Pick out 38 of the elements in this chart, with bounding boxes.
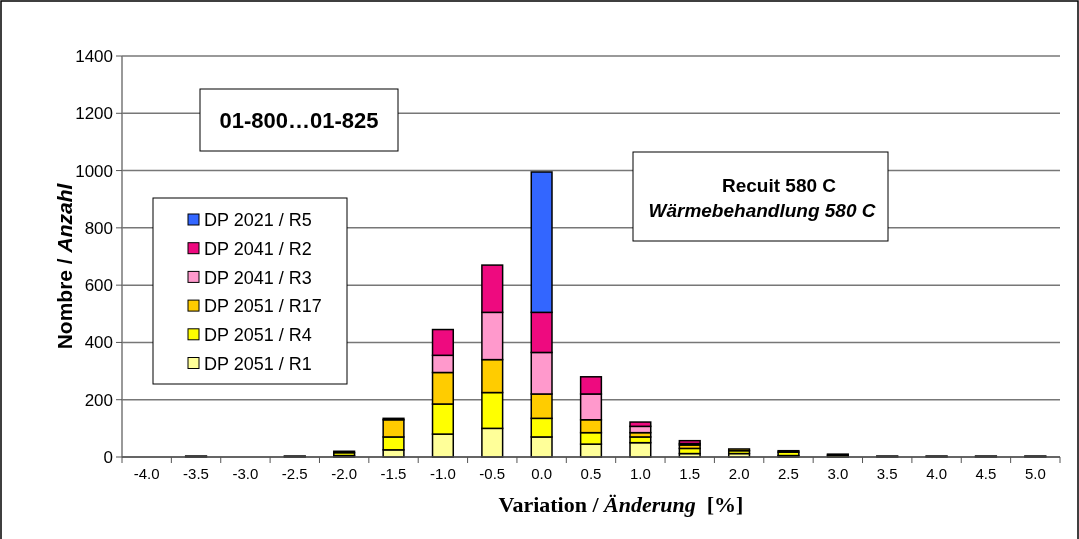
x-tick-label: -1.5 [380, 465, 407, 482]
y-tick-label: 1200 [75, 104, 113, 124]
x-tick-label: 0.0 [531, 465, 553, 482]
x-tick-label: 3.0 [827, 465, 849, 482]
y-tick-label: 800 [84, 218, 113, 238]
x-tick-label: -2.0 [331, 465, 358, 482]
legend-label: DP 2051 / R1 [204, 353, 312, 374]
x-tick-label: -3.5 [183, 465, 209, 482]
x-axis-title: Variation / Änderung [%] [498, 492, 744, 517]
x-tick-label: -0.5 [479, 465, 506, 482]
x-tick-label: -2.5 [281, 465, 308, 482]
y-tick-label: 400 [84, 333, 113, 353]
legend-label: DP 2021 / R5 [204, 210, 312, 231]
y-tick-label: 1400 [75, 46, 113, 66]
legend-label: DP 2041 / R3 [204, 267, 312, 288]
x-tick-label: 5.0 [1024, 465, 1046, 482]
y-tick-label: 200 [84, 390, 113, 410]
y-tick-label: 600 [84, 276, 113, 296]
x-tick-label: 0.5 [580, 465, 602, 482]
y-tick-label: 1000 [75, 161, 113, 181]
x-tick-label: 4.0 [926, 465, 948, 482]
legend-label: DP 2051 / R17 [204, 296, 322, 317]
x-tick-label: 1.0 [629, 465, 651, 482]
x-tick-label: -1.0 [429, 465, 456, 482]
x-tick-label: 3.5 [876, 465, 898, 482]
y-axis-title: Nombre / Anzahl [53, 182, 76, 350]
x-tick-label: 1.5 [679, 465, 701, 482]
annotation: Recuit 580 C [721, 174, 837, 196]
annotation: 01-800…01-825 [219, 107, 379, 133]
x-tick-label: -4.0 [133, 465, 160, 482]
annotation: Wärmebehandlung 580 C [648, 199, 876, 221]
x-tick-label: 4.5 [975, 465, 997, 482]
x-tick-label: -3.0 [232, 465, 259, 482]
x-tick-label: 2.5 [778, 465, 799, 482]
legend-label: DP 2041 / R2 [204, 239, 312, 259]
y-tick-label: 0 [103, 447, 113, 467]
legend-label: DP 2051 / R4 [204, 325, 312, 346]
x-tick-label: 2.0 [728, 465, 750, 482]
